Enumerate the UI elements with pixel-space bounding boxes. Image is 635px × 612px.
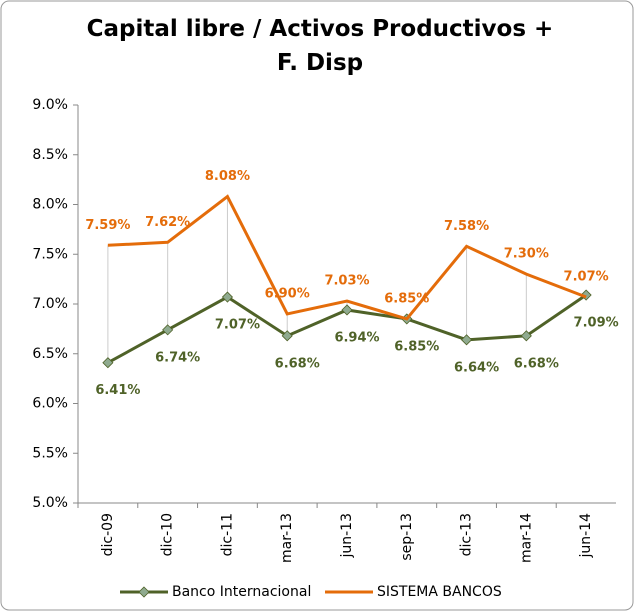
legend-label: SISTEMA BANCOS [377,584,502,600]
x-tick-label: jun-13 [339,513,355,559]
marker [520,330,532,342]
data-label: 7.07% [564,270,609,285]
legend-label: Banco Internacional [172,584,311,600]
marker [460,334,473,346]
data-label: 6.41% [95,383,140,398]
marker [102,357,114,369]
x-tick-label: mar-14 [518,513,534,563]
data-label: 6.90% [265,286,310,301]
x-tick-label: dic-09 [100,513,116,556]
y-tick-label: 9.0% [32,97,68,113]
y-tick-label: 8.5% [32,147,68,163]
x-tick-label: dic-10 [160,513,176,556]
series-line [107,194,587,321]
data-label: 7.09% [574,316,619,331]
data-label: 6.85% [394,339,439,354]
data-label: 7.59% [85,218,130,233]
data-label: 6.94% [334,330,379,345]
data-label: 7.03% [324,274,369,289]
data-label: 8.08% [205,169,250,184]
y-tick-label: 8.0% [32,197,68,213]
x-tick-label: sep-13 [399,513,415,561]
data-label: 7.58% [444,219,489,234]
data-label: 6.68% [275,356,320,371]
chart-title: Capital libre / Activos Productivos + F.… [86,16,554,76]
data-label: 7.62% [145,215,190,230]
x-tick-label: mar-13 [279,513,295,563]
data-label: 6.85% [384,291,429,306]
marker [341,304,353,316]
data-label: 6.68% [514,356,559,371]
data-label: 6.74% [155,350,200,365]
y-tick-label: 6.0% [32,396,68,412]
y-tick-label: 5.0% [32,495,68,511]
marker [162,324,174,336]
x-tick-label: dic-11 [219,513,235,556]
marker [580,289,592,301]
y-tick-label: 5.5% [32,445,68,461]
data-label: 6.64% [454,360,499,375]
legend-marker [138,586,150,598]
data-label: 7.07% [215,318,260,333]
y-tick-label: 7.5% [32,246,68,262]
y-tick-label: 7.0% [32,296,68,312]
x-tick-label: dic-13 [459,513,475,556]
marker [221,291,234,303]
marker [281,330,293,342]
x-tick-label: jun-14 [578,513,594,559]
data-label: 7.30% [504,247,549,262]
y-tick-label: 6.5% [32,346,68,362]
